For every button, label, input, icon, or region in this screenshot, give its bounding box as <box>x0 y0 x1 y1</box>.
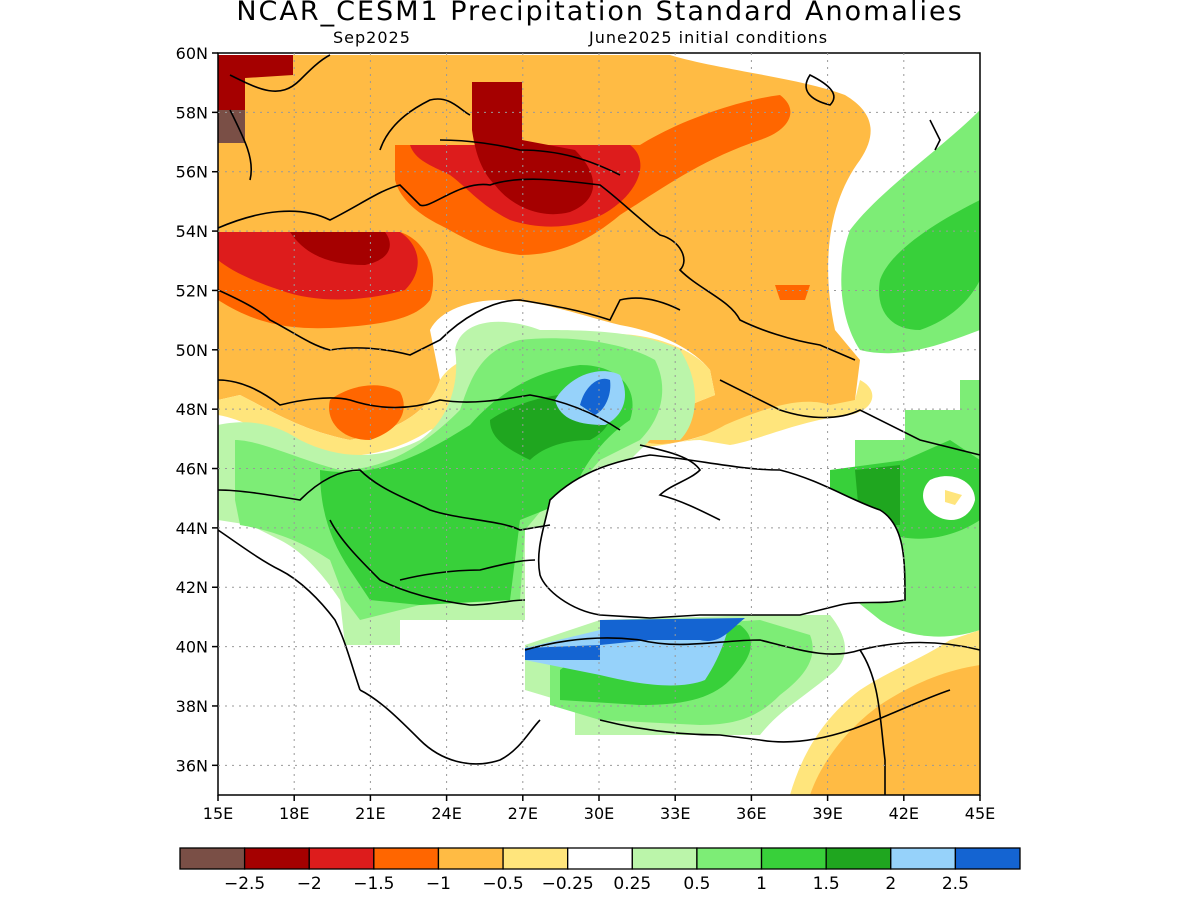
colorbar: −2.5 −2 −1.5 −1 −0.5 −0.25 0.25 0.5 1 1.5 2 2.5 <box>179 847 1021 894</box>
colorbar-swatch <box>760 847 827 870</box>
colorbar-label: 0.5 <box>683 874 710 894</box>
colorbar-label: 2.5 <box>942 874 969 894</box>
lat-tick-label: 42N <box>176 578 208 597</box>
colorbar-label: 1.5 <box>813 874 840 894</box>
lat-tick-label: 52N <box>176 281 208 300</box>
colorbar-label: −0.5 <box>482 874 523 894</box>
colorbar-swatch <box>954 847 1021 870</box>
black-sea-mask <box>538 455 905 618</box>
extreme-wet-ukraine <box>580 378 611 415</box>
colorbar-swatch <box>890 847 957 870</box>
extreme-dry-corner <box>218 55 293 110</box>
colorbar-swatch <box>631 847 698 870</box>
lon-tick-label: 33E <box>660 804 690 823</box>
colorbar-label: 0.25 <box>613 874 651 894</box>
colorbar-label: −1 <box>426 874 451 894</box>
country-borders <box>217 54 981 795</box>
lat-tick-label: 36N <box>176 756 208 775</box>
lat-tick-label: 38N <box>176 697 208 716</box>
colorbar-label: −2 <box>297 874 322 894</box>
lon-tick-label: 15E <box>203 804 233 823</box>
lon-tick-label: 42E <box>889 804 919 823</box>
dry-southeast <box>810 665 980 795</box>
colorbar-swatch <box>567 847 633 870</box>
colorbar-swatch <box>502 847 569 870</box>
map-frame: 60N58N56N54N52N50N48N46N44N42N40N38N36N … <box>176 44 996 823</box>
lon-tick-label: 21E <box>355 804 385 823</box>
lat-tick-label: 44N <box>176 519 208 538</box>
colorbar-swatch <box>179 847 246 870</box>
lat-tick-label: 58N <box>176 103 208 122</box>
lon-tick-label: 45E <box>965 804 995 823</box>
extreme-dry-poland <box>290 232 390 265</box>
colorbar-swatch <box>243 847 310 870</box>
lat-tick-label: 48N <box>176 400 208 419</box>
colorbar-label: 2 <box>885 874 896 894</box>
colorbar-label: −1.5 <box>353 874 394 894</box>
lat-tick-label: 50N <box>176 341 208 360</box>
colorbar-label: 1 <box>756 874 767 894</box>
lon-tick-label: 18E <box>279 804 309 823</box>
dry-spot-caucasus <box>945 490 962 505</box>
colorbar-label: −0.25 <box>542 874 594 894</box>
colorbar-label: −2.5 <box>224 874 265 894</box>
wet-core-east <box>879 200 980 330</box>
initial-conditions-label: June2025 initial conditions <box>589 28 829 47</box>
forecast-month: Sep2025 <box>333 28 411 47</box>
extreme-dry-cell <box>218 110 245 143</box>
lat-tick-label: 60N <box>176 44 208 63</box>
colorbar-swatch <box>825 847 892 870</box>
latitude-axis: 60N 58N 56N 54N 52N 50N 48N 46N 44N 42N 40N 38N 36N <box>176 44 218 775</box>
lat-tick-label: 54N <box>176 222 208 241</box>
colorbar-swatch <box>308 847 375 870</box>
lon-tick-label: 39E <box>812 804 842 823</box>
lat-tick-label: 46N <box>176 460 208 479</box>
lon-tick-label: 27E <box>508 804 538 823</box>
lat-tick-label: 40N <box>176 638 208 657</box>
anomaly-shading <box>218 55 980 795</box>
colorbar-swatch <box>373 847 440 870</box>
lat-tick-label: 56N <box>176 163 208 182</box>
colorbar-swatch <box>437 847 504 870</box>
lon-tick-label: 24E <box>431 804 461 823</box>
lon-tick-label: 30E <box>584 804 614 823</box>
longitude-axis: 15E 18E 21E 24E 27E 30E 33E 36E 39E 42E 45E <box>203 795 995 823</box>
graticule <box>218 53 980 795</box>
map-title: NCAR_CESM1 Precipitation Standard Anomal… <box>236 0 964 27</box>
colorbar-swatch <box>696 847 763 870</box>
lon-tick-label: 36E <box>736 804 766 823</box>
